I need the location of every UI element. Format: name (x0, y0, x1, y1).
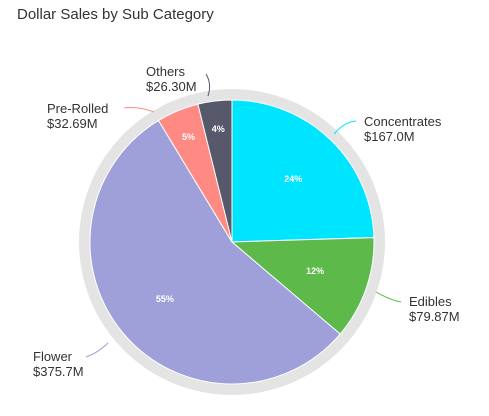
callout-name-edibles: Edibles (409, 294, 452, 309)
callout-value-others: $26.30M (146, 79, 197, 94)
callout-value-edibles: $79.87M (409, 309, 460, 324)
callout-line-others (205, 73, 211, 97)
callout-name-pre-rolled: Pre-Rolled (47, 101, 108, 116)
slice-percent-edibles: 12% (306, 266, 324, 276)
callout-name-others: Others (146, 64, 186, 79)
callout-line-edibles (375, 291, 402, 303)
slice-percent-pre-rolled: 5% (182, 132, 195, 142)
pie-slice-flower[interactable] (89, 119, 341, 385)
slice-percent-others: 4% (212, 124, 225, 134)
slice-percent-concentrates: 24% (284, 174, 302, 184)
chart-title: Dollar Sales by Sub Category (17, 6, 214, 23)
callout-value-pre-rolled: $32.69M (47, 116, 98, 131)
callout-value-concentrates: $167.0M (364, 129, 415, 144)
pie-slice-others[interactable] (197, 99, 233, 243)
callout-line-flower (85, 342, 109, 358)
slice-percent-flower: 55% (156, 294, 174, 304)
callout-line-pre-rolled (123, 107, 155, 113)
callout-name-flower: Flower (33, 349, 73, 364)
pie-slice-concentrates[interactable] (231, 99, 375, 243)
callout-name-concentrates: Concentrates (364, 114, 442, 129)
callout-line-concentrates (333, 120, 357, 135)
callout-value-flower: $375.7M (33, 364, 84, 379)
pie-slice-edibles[interactable] (230, 237, 375, 335)
